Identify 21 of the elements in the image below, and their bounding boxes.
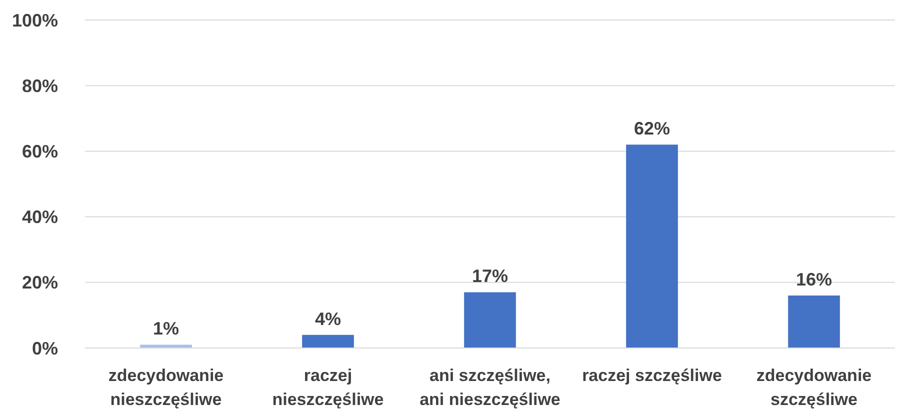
bar	[140, 344, 192, 348]
x-tick-label: raczej szczęśliwe	[582, 366, 722, 385]
y-tick-label: 80%	[22, 76, 58, 96]
x-tick-label: raczej nieszczęśliwe	[272, 366, 384, 409]
data-label: 62%	[634, 118, 670, 139]
data-label: 16%	[796, 270, 832, 290]
bar	[302, 334, 354, 348]
y-tick-label: 100%	[12, 10, 58, 30]
y-tick-label: 40%	[22, 207, 58, 228]
x-tick-label: zdecydowanie nieszczęśliwe	[108, 366, 224, 409]
x-tick-label: ani szczęśliwe, ani nieszczęśliwe	[420, 366, 560, 409]
y-tick-label: 20%	[22, 272, 58, 293]
bar	[626, 144, 678, 348]
y-tick-label: 60%	[22, 142, 58, 162]
data-label: 17%	[472, 266, 508, 286]
x-tick-label: zdecydowanie szczęśliwe	[756, 366, 872, 409]
data-label: 1%	[152, 318, 180, 339]
y-tick-label: 0%	[32, 338, 58, 358]
bar	[788, 296, 840, 348]
bar	[464, 292, 516, 348]
data-label: 4%	[314, 308, 342, 329]
